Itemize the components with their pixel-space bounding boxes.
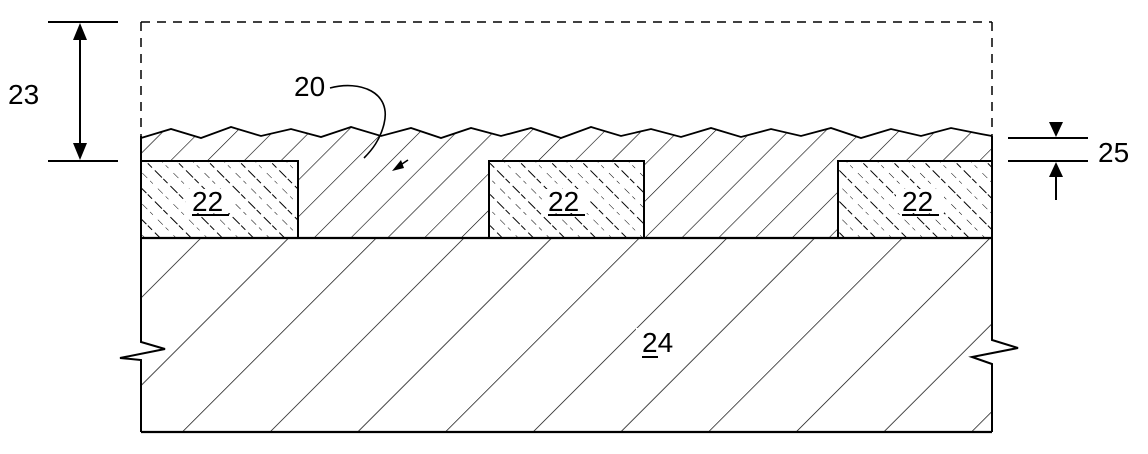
label-23: 23	[8, 79, 39, 110]
label-25: 25	[1098, 137, 1129, 168]
substrate-24	[120, 238, 1018, 432]
dimension-23	[48, 22, 118, 161]
label-22-middle: 22	[548, 186, 579, 217]
label-22-right: 22	[902, 186, 933, 217]
label-24: 24	[642, 327, 673, 358]
label-24-group: 24	[636, 327, 688, 362]
label-22-left-group: 22	[186, 186, 234, 217]
dashed-region-outline	[141, 22, 992, 136]
dimension-25	[1008, 122, 1088, 200]
label-22-left: 22	[192, 186, 223, 217]
label-22-right-group: 22	[896, 186, 944, 217]
label-20: 20	[294, 71, 325, 102]
label-22-middle-group: 22	[542, 186, 590, 217]
